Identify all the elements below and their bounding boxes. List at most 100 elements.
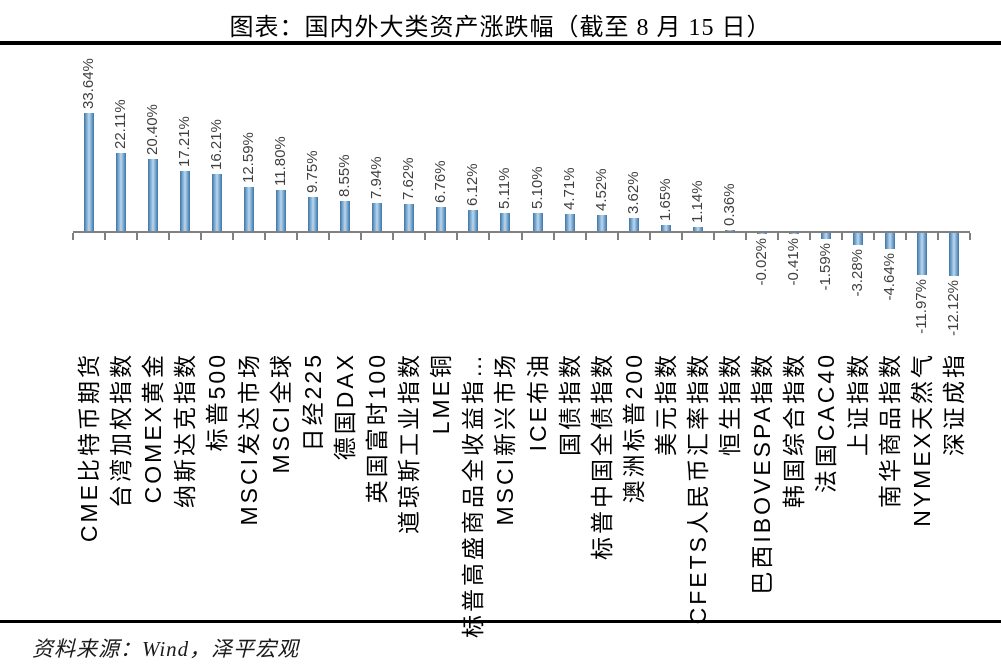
axis-tick	[520, 233, 523, 240]
axis-tick	[424, 233, 427, 240]
axis-tick	[456, 233, 459, 240]
bar-value-label: 3.62%	[624, 171, 642, 214]
axis-tick	[200, 233, 203, 240]
category-label: 纳斯达克指数	[172, 352, 199, 508]
axis-tick	[872, 233, 875, 240]
axis-tick	[840, 233, 843, 240]
bar	[404, 204, 415, 231]
category-label: MSCI全球	[268, 352, 295, 474]
bar	[724, 230, 735, 231]
bar-value-label: 7.94%	[368, 156, 386, 199]
bar-value-label: -12.12%	[944, 280, 962, 336]
axis-tick	[168, 233, 171, 240]
category-label: 上证指数	[844, 352, 871, 456]
category-label: 国债指数	[556, 352, 583, 456]
axis-tick	[936, 233, 939, 240]
category-label: 日经225	[300, 352, 327, 452]
axis-tick	[808, 233, 811, 240]
bar	[564, 214, 575, 231]
bar-value-label: 16.21%	[208, 119, 226, 170]
top-divider	[0, 41, 1001, 45]
axis-tick	[552, 233, 555, 240]
category-label: NYMEX天然气	[908, 352, 935, 527]
bar	[692, 227, 703, 231]
bar	[852, 233, 863, 245]
x-axis	[73, 231, 970, 233]
axis-tick	[296, 233, 299, 240]
category-label: 南华商品指数	[876, 352, 903, 508]
bar-value-label: 0.36%	[720, 183, 738, 226]
source-note: 资料来源：Wind，泽平宏观	[32, 637, 300, 661]
bar	[660, 225, 671, 231]
category-label: 德国DAX	[332, 352, 359, 461]
bar	[276, 190, 287, 231]
bar	[372, 203, 383, 231]
category-label: 韩国综合指数	[780, 352, 807, 508]
bar-value-label: 20.40%	[144, 104, 162, 155]
bar-value-label: 1.65%	[656, 178, 674, 221]
bar-value-label: 8.55%	[336, 154, 354, 197]
category-label: LME铜	[428, 352, 455, 435]
bar-value-label: -4.64%	[880, 253, 898, 301]
bar	[244, 187, 255, 231]
bar-value-label: 22.11%	[112, 99, 130, 149]
axis-tick	[264, 233, 267, 240]
chart-title: 图表：国内外大类资产涨跌幅（截至 8 月 15 日）	[229, 15, 772, 41]
category-label: CME比特币期货	[76, 352, 103, 543]
axis-tick	[712, 233, 715, 240]
bar	[116, 153, 127, 231]
bar	[948, 233, 959, 276]
bar-value-label: 6.12%	[464, 163, 482, 206]
axis-tick	[648, 233, 651, 240]
category-label: 法国CAC40	[812, 352, 839, 494]
bar-value-label: 11.80%	[272, 136, 290, 186]
bar	[308, 197, 319, 231]
bar-value-label: 4.52%	[592, 168, 610, 211]
category-label: COMEX黄金	[140, 352, 167, 504]
category-label: 标普500	[204, 352, 231, 452]
bar-value-label: 12.59%	[240, 132, 258, 183]
bar-value-label: 33.64%	[80, 58, 98, 109]
bar-value-label: -1.59%	[816, 243, 834, 291]
bar-value-label: 6.76%	[432, 160, 450, 203]
bar-value-label: -11.97%	[912, 279, 930, 334]
axis-tick	[328, 233, 331, 240]
category-label: 标普高盛商品全收益指…	[460, 352, 487, 638]
axis-tick	[72, 233, 74, 240]
bar-value-label: 5.10%	[528, 166, 546, 209]
axis-tick	[969, 233, 971, 240]
category-label: 澳洲标普200	[620, 352, 647, 504]
category-label: 美元指数	[652, 352, 679, 456]
category-label: 深证成指	[940, 352, 967, 456]
category-label: 巴西IBOVESPA指数	[748, 352, 775, 595]
category-label: ICE布油	[524, 352, 551, 452]
axis-tick	[392, 233, 395, 240]
category-label: MSCI新兴市场	[492, 352, 519, 526]
bar-value-label: 1.14%	[688, 180, 706, 223]
axis-tick	[904, 233, 907, 240]
bar	[212, 174, 223, 231]
axis-tick	[616, 233, 619, 240]
axis-tick	[744, 233, 747, 240]
axis-tick	[488, 233, 491, 240]
bar	[436, 207, 447, 231]
category-label: 恒生指数	[716, 352, 743, 456]
axis-tick	[104, 233, 107, 240]
bar-value-label: 17.21%	[176, 116, 194, 167]
bar	[468, 210, 479, 231]
bar	[500, 213, 511, 231]
bar	[532, 213, 543, 231]
bar	[916, 233, 927, 275]
bar-value-label: 5.11%	[496, 167, 514, 209]
category-label: 道琼斯工业指数	[396, 352, 423, 534]
bar	[884, 233, 895, 249]
bar	[180, 171, 191, 231]
bar	[148, 159, 159, 231]
bar-value-label: -3.28%	[848, 249, 866, 297]
bar	[340, 201, 351, 231]
bar	[84, 113, 95, 231]
bar-value-label: 9.75%	[304, 150, 322, 193]
bar	[628, 218, 639, 231]
